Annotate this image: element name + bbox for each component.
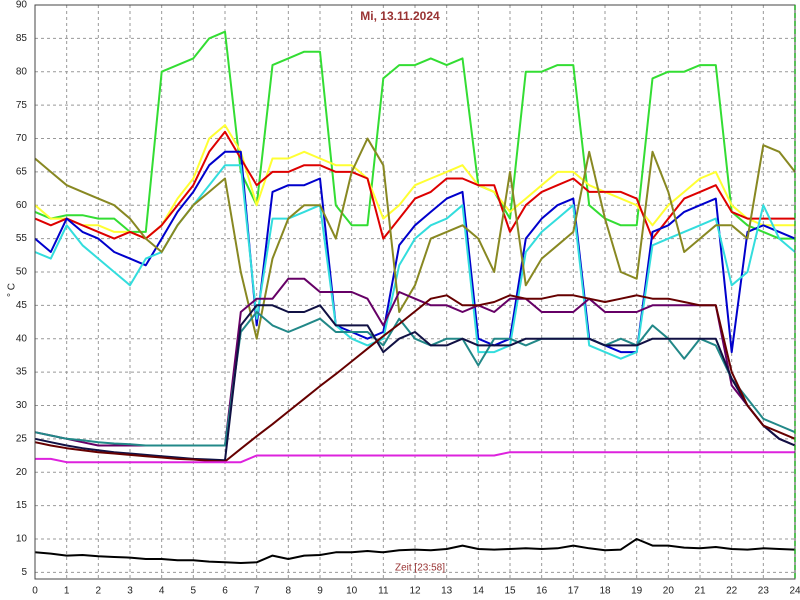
plot-frame: [34, 4, 796, 580]
y-tick-label: 15: [16, 500, 28, 511]
x-tick-label: 20: [663, 586, 675, 597]
series-layer: [34, 30, 796, 564]
x-tick-label: 14: [473, 586, 485, 597]
y-tick-label: 80: [16, 66, 28, 77]
x-tick-label: 8: [286, 586, 292, 597]
y-tick-label: 25: [16, 433, 28, 444]
y-tick-label: 55: [16, 233, 28, 244]
y-tick-label: 75: [16, 100, 28, 111]
series-line: [34, 538, 796, 564]
x-tick-label: 10: [346, 586, 358, 597]
x-tick-label: 4: [159, 586, 165, 597]
y-tick-label: 35: [16, 367, 28, 378]
y-tick-label: 40: [16, 333, 28, 344]
series-line: [34, 294, 796, 463]
x-tick-label: 0: [32, 586, 38, 597]
x-tick-label: 22: [726, 586, 738, 597]
y-tick-label: 65: [16, 167, 28, 178]
x-tick-label: 11: [378, 586, 389, 597]
x-tick-label: 18: [599, 586, 611, 597]
x-tick-label: 15: [504, 586, 516, 597]
series-line: [35, 451, 795, 464]
y-tick-label: 45: [16, 300, 28, 311]
series-line: [34, 130, 795, 240]
y-tick-label: 50: [16, 267, 28, 278]
x-tick-label: 23: [758, 586, 770, 597]
y-tick-label: 5: [21, 567, 27, 578]
x-tick-label: 21: [694, 586, 706, 597]
x-tick-label: 24: [789, 586, 800, 597]
series-line: [34, 304, 796, 462]
x-tick-label: 6: [222, 586, 228, 597]
y-tick-label: 90: [16, 0, 28, 11]
series-line: [34, 30, 795, 240]
y-axis-label: ° C: [7, 283, 18, 297]
y-tick-label: 30: [16, 400, 28, 411]
y-tick-label: 70: [16, 133, 28, 144]
x-tick-label: 7: [254, 586, 260, 597]
series-line: [34, 137, 796, 340]
x-tick-label: 5: [191, 586, 197, 597]
x-tick-label: 17: [568, 586, 580, 597]
x-tick-label: 19: [631, 586, 643, 597]
series-line: [34, 150, 796, 354]
y-tick-label: 10: [16, 534, 28, 545]
x-tick-label: 3: [127, 586, 133, 597]
chart-title: Mi, 13.11.2024: [360, 9, 440, 23]
y-tick-label: 20: [16, 467, 28, 478]
y-tick-label: 60: [16, 200, 28, 211]
x-tick-label: 9: [317, 586, 323, 597]
x-axis-label: Zeit [23:58]: [395, 563, 445, 574]
x-tick-label: 16: [536, 586, 548, 597]
x-tick-label: 2: [96, 586, 102, 597]
x-tick-label: 13: [441, 586, 453, 597]
x-tick-label: 1: [64, 586, 70, 597]
x-tick-label: 12: [409, 586, 421, 597]
y-tick-label: 85: [16, 33, 28, 44]
